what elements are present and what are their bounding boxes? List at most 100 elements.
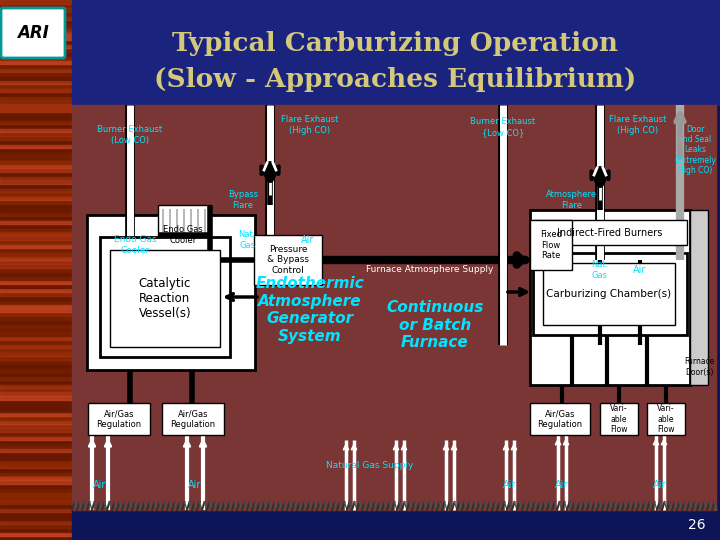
- Text: Typical Carburizing Operation: Typical Carburizing Operation: [172, 31, 618, 57]
- Bar: [100, 237, 230, 357]
- Bar: [0, 0, 72, 540]
- Bar: [0, 172, 72, 176]
- Bar: [0, 196, 72, 200]
- Bar: [0, 152, 72, 156]
- Bar: [0, 416, 72, 420]
- Bar: [87, 215, 255, 370]
- Bar: [0, 288, 72, 292]
- Bar: [0, 128, 72, 132]
- Bar: [0, 240, 72, 244]
- Bar: [0, 468, 72, 472]
- Text: Indirect-Fired Burners: Indirect-Fired Burners: [557, 227, 662, 238]
- Bar: [72, 0, 720, 105]
- Bar: [0, 24, 72, 28]
- Bar: [0, 144, 72, 148]
- Text: Furnace
Door(s): Furnace Door(s): [684, 357, 714, 377]
- Bar: [88, 403, 150, 435]
- Bar: [530, 220, 572, 270]
- Bar: [0, 232, 72, 236]
- Bar: [0, 140, 72, 144]
- Bar: [0, 164, 72, 168]
- Bar: [0, 272, 72, 276]
- Bar: [0, 376, 72, 380]
- Bar: [0, 280, 72, 284]
- Text: Air: Air: [634, 265, 647, 275]
- Bar: [0, 276, 72, 280]
- Bar: [0, 316, 72, 320]
- Text: Air: Air: [301, 235, 315, 245]
- Bar: [0, 0, 72, 4]
- Text: Burner Exhaust
{Low CO}: Burner Exhaust {Low CO}: [470, 117, 536, 137]
- Bar: [0, 176, 72, 180]
- Bar: [0, 452, 72, 456]
- Bar: [0, 424, 72, 428]
- Bar: [0, 372, 72, 376]
- Bar: [0, 32, 72, 36]
- Bar: [0, 224, 72, 228]
- Bar: [0, 352, 72, 356]
- Bar: [0, 380, 72, 384]
- Bar: [0, 472, 72, 476]
- Bar: [0, 420, 72, 424]
- Bar: [0, 200, 72, 204]
- Text: Endothermic
Atmosphere
Generator
System: Endothermic Atmosphere Generator System: [256, 276, 364, 343]
- Text: Air: Air: [503, 480, 517, 490]
- Bar: [0, 312, 72, 316]
- Text: Flare Exhaust
(High CO): Flare Exhaust (High CO): [282, 116, 338, 134]
- Bar: [254, 235, 322, 285]
- Bar: [0, 392, 72, 396]
- Bar: [0, 20, 72, 24]
- Bar: [0, 436, 72, 440]
- Bar: [0, 324, 72, 328]
- Text: Endo Gas
Cooler: Endo Gas Cooler: [114, 235, 156, 255]
- Bar: [0, 208, 72, 212]
- Bar: [0, 56, 72, 60]
- Bar: [0, 220, 72, 224]
- Text: Air: Air: [653, 480, 667, 490]
- Text: (Slow - Approaches Equilibrium): (Slow - Approaches Equilibrium): [154, 68, 636, 92]
- Bar: [0, 244, 72, 248]
- Bar: [0, 64, 72, 68]
- Text: Air/Gas
Regulation: Air/Gas Regulation: [96, 409, 142, 429]
- Text: Burner Exhaust
(Low CO): Burner Exhaust (Low CO): [97, 125, 163, 145]
- Text: Air/Gas
Regulation: Air/Gas Regulation: [537, 409, 582, 429]
- Bar: [0, 88, 72, 92]
- Bar: [0, 108, 72, 112]
- Bar: [0, 16, 72, 20]
- Bar: [0, 4, 72, 8]
- Text: Door
and Seal
Leaks
(Extremely
High CO): Door and Seal Leaks (Extremely High CO): [674, 125, 716, 176]
- Bar: [0, 484, 72, 488]
- Bar: [0, 40, 72, 44]
- Bar: [0, 120, 72, 124]
- Bar: [0, 28, 72, 32]
- Bar: [0, 228, 72, 232]
- Bar: [0, 204, 72, 208]
- Bar: [0, 400, 72, 404]
- Bar: [0, 296, 72, 300]
- Bar: [0, 180, 72, 184]
- Bar: [0, 84, 72, 88]
- Bar: [690, 210, 708, 385]
- Bar: [530, 210, 690, 385]
- Bar: [0, 112, 72, 116]
- Bar: [0, 168, 72, 172]
- Bar: [0, 480, 72, 484]
- Text: Air: Air: [555, 480, 569, 490]
- Bar: [0, 412, 72, 416]
- Bar: [0, 396, 72, 400]
- Text: Carburizing Chamber(s): Carburizing Chamber(s): [546, 289, 672, 299]
- Bar: [0, 264, 72, 268]
- Bar: [158, 205, 210, 270]
- Bar: [0, 260, 72, 264]
- Bar: [0, 308, 72, 312]
- Text: ARI: ARI: [17, 24, 49, 42]
- Text: Pressure
& Bypass
Control: Pressure & Bypass Control: [267, 245, 309, 275]
- Bar: [0, 236, 72, 240]
- Bar: [110, 250, 220, 347]
- Bar: [0, 304, 72, 308]
- Bar: [0, 256, 72, 260]
- Text: Air: Air: [94, 480, 107, 490]
- Bar: [0, 488, 72, 492]
- Bar: [0, 456, 72, 460]
- Text: Nat.
Gas: Nat. Gas: [238, 230, 256, 249]
